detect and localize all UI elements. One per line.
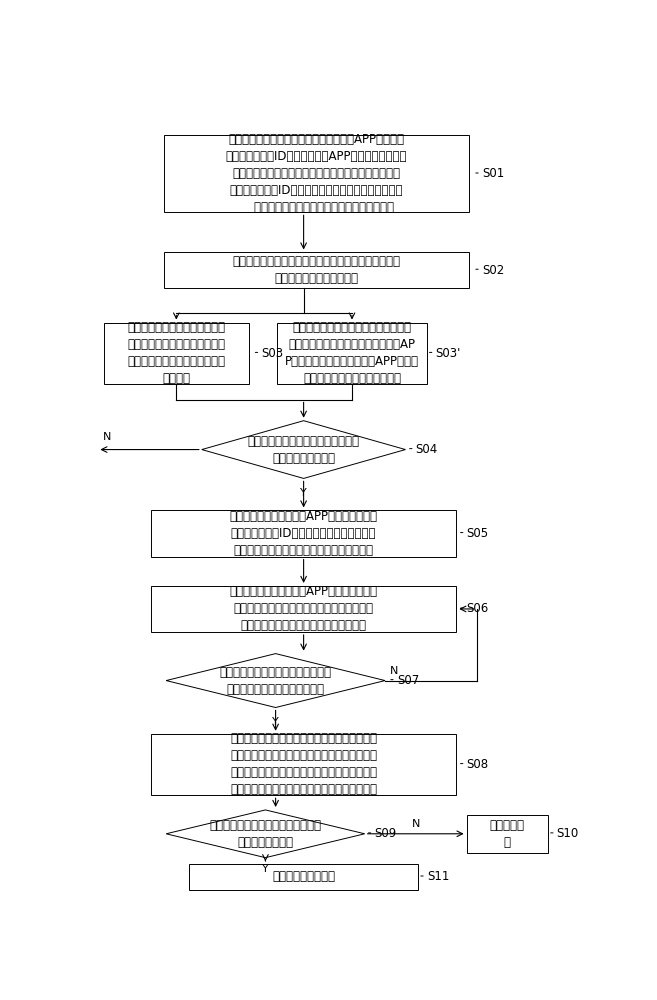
FancyBboxPatch shape [189,864,419,890]
Text: N: N [102,432,111,442]
Text: S09: S09 [374,827,397,840]
Text: 后台服务器获取门禁机的位置信息，并
将其传送到手持移动终端的门禁控制AP
P，手持移动终端的门禁控制APP计算手
持移动终端与门禁机之间的距离: 后台服务器获取门禁机的位置信息，并 将其传送到手持移动终端的门禁控制AP P，手… [285,321,419,385]
FancyBboxPatch shape [104,323,249,384]
Text: 各用户在其手持移动终端上安装门禁控制APP，在后台
服务器使用身份ID进行门禁控制APP用户的注册，并由
后台服务器生成相应的加密密钥和解密密钥，并将注册
信息: 各用户在其手持移动终端上安装门禁控制APP，在后台 服务器使用身份ID进行门禁控… [225,133,407,214]
Text: 判断手持移动终端与门禁机之间的距
离是否在设定范围内: 判断手持移动终端与门禁机之间的距 离是否在设定范围内 [248,435,359,465]
Polygon shape [166,654,385,708]
Text: S01: S01 [482,167,504,180]
Text: 后台服务器获取门禁机的位置信
息和手持移动终端的位置信息，
并计算手持移动终端与门禁机之
间的距离: 后台服务器获取门禁机的位置信 息和手持移动终端的位置信息， 并计算手持移动终端与… [127,321,225,385]
FancyBboxPatch shape [151,510,457,557]
FancyBboxPatch shape [164,252,469,288]
Text: S04: S04 [416,443,438,456]
Text: 门禁机通过网络从后台服务器获取各用户的注册信息，
并将其保存到本地数据库中: 门禁机通过网络从后台服务器获取各用户的注册信息， 并将其保存到本地数据库中 [233,255,400,285]
Text: 门禁机将明文信息与本地数据库中的
注册信息进行比对: 门禁机将明文信息与本地数据库中的 注册信息进行比对 [210,819,321,849]
Text: S02: S02 [482,264,504,277]
Text: Y: Y [300,488,307,498]
Polygon shape [202,421,405,478]
Text: 门禁机根据超声波数字编码方式将超声波信号进
行解调得到数据帧，并根据设定数据格式对解调
的数据帧进行解析得到密文，并根据加密算法和
解密密钥对解析到的密文进行解: 门禁机根据超声波数字编码方式将超声波信号进 行解调得到数据帧，并根据设定数据格式… [230,732,377,796]
Text: S07: S07 [397,674,419,687]
Text: N: N [411,819,420,829]
Text: Y: Y [262,864,269,874]
Text: 门禁机自动打开门锁: 门禁机自动打开门锁 [272,870,335,883]
Text: 门禁机进行超声监听并判断是否收到
手持移动终端发射的超声波信号: 门禁机进行超声监听并判断是否收到 手持移动终端发射的超声波信号 [219,666,332,696]
FancyBboxPatch shape [164,135,469,212]
Text: S11: S11 [427,870,449,883]
Polygon shape [166,810,365,858]
FancyBboxPatch shape [466,815,548,853]
Text: Y: Y [272,717,279,727]
Text: S05: S05 [466,527,489,540]
Text: S03': S03' [436,347,461,360]
Text: S06: S06 [466,602,489,615]
Text: S10: S10 [556,827,579,840]
FancyBboxPatch shape [151,734,457,795]
FancyBboxPatch shape [151,586,457,632]
Text: S03: S03 [261,347,283,360]
Text: 手持移动终端的门禁控制APP使用加密算法和
加密密钥对身份ID进行加密得到密文信息，并
将密文信息转换为符合设定数据格式的数据帧: 手持移动终端的门禁控制APP使用加密算法和 加密密钥对身份ID进行加密得到密文信… [229,510,378,557]
Text: S08: S08 [466,758,489,771]
FancyBboxPatch shape [277,323,427,384]
Text: N: N [390,666,399,676]
Text: 返回匹配失
败: 返回匹配失 败 [489,819,525,849]
Text: 手持移动终端的门禁控制APP将数据帧通过超
声波数字编码方式转换为超声波信号，并将超
声波信号从手持移动终端的喇叭发射出去: 手持移动终端的门禁控制APP将数据帧通过超 声波数字编码方式转换为超声波信号，并… [229,585,378,632]
